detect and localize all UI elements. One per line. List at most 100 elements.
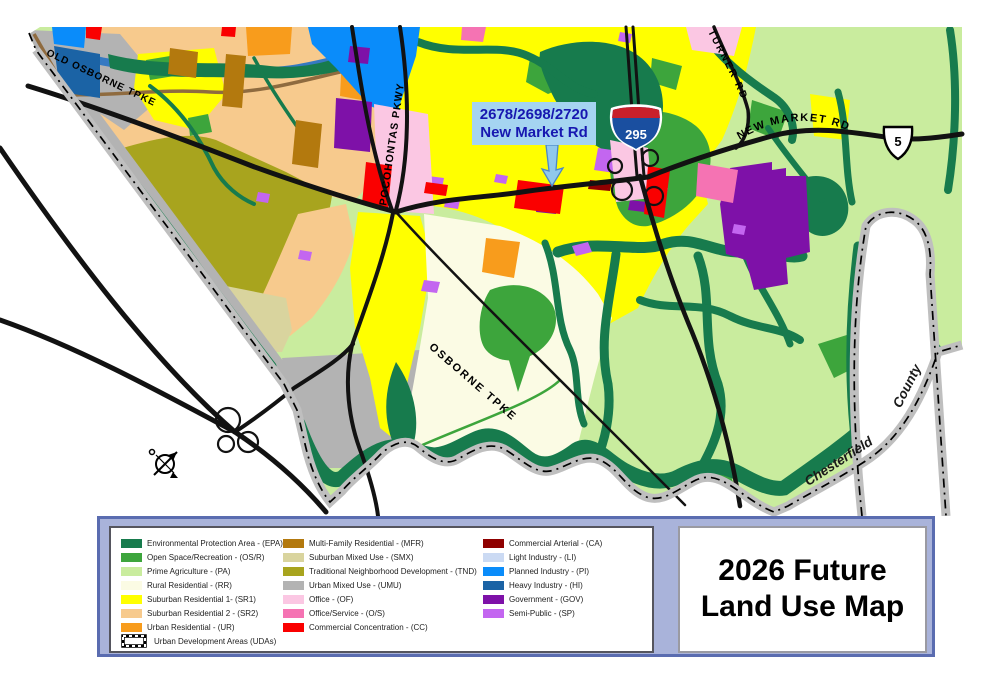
legend-swatch xyxy=(283,608,304,618)
legend-swatch xyxy=(283,594,304,604)
legend-label: Planned Industry - (PI) xyxy=(509,566,590,576)
legend-label: Suburban Mixed Use - (SMX) xyxy=(309,552,414,562)
map-title-box: 2026 Future Land Use Map xyxy=(678,526,927,653)
map-canvas: OLD OSBORNE TPKE NEW MARKET RD TURNER RD… xyxy=(0,25,965,518)
legend-column-2: Multi-Family Residential - (MFR) Suburba… xyxy=(283,536,477,634)
legend-item: Heavy Industry - (HI) xyxy=(483,578,602,592)
legend-item: Suburban Residential 1- (SR1) xyxy=(121,592,283,606)
legend-label: Semi-Public - (SP) xyxy=(509,608,575,618)
legend-label: Office/Service - (O/S) xyxy=(309,608,385,618)
callout-arrow xyxy=(540,144,565,188)
legend-item: Open Space/Recreation - (OS/R) xyxy=(121,550,283,564)
i295-north-a xyxy=(624,25,639,178)
legend-swatch xyxy=(483,594,504,604)
legend-column-1: Environmental Protection Area - (EPA) Op… xyxy=(121,536,283,634)
new-market-road xyxy=(25,83,965,215)
legend-label: Urban Residential - (UR) xyxy=(147,622,235,632)
legend-label: Urban Development Areas (UDAs) xyxy=(154,636,277,646)
legend-swatch xyxy=(121,580,142,590)
turner-road xyxy=(712,25,751,150)
legend-item: Commercial Arterial - (CA) xyxy=(483,536,602,550)
i295-south xyxy=(637,173,743,509)
legend-label: Environmental Protection Area - (EPA) xyxy=(147,538,283,548)
legend-item-uda: Urban Development Areas (UDAs) xyxy=(121,634,276,648)
legend-label: Rural Residential - (RR) xyxy=(147,580,232,590)
legend-label: Traditional Neighborhood Development - (… xyxy=(309,566,477,576)
route5-shield-icon: 5 xyxy=(882,125,914,161)
legend-swatch xyxy=(121,538,142,548)
legend-item: Government - (GOV) xyxy=(483,592,602,606)
legend-item: Office - (OF) xyxy=(283,592,477,606)
compass-rose-icon xyxy=(148,448,178,478)
legend-swatch xyxy=(121,622,142,632)
legend: Environmental Protection Area - (EPA) Op… xyxy=(109,526,654,653)
legend-label: Office - (OF) xyxy=(309,594,354,604)
legend-swatch xyxy=(483,580,504,590)
legend-item: Office/Service - (O/S) xyxy=(283,606,477,620)
legend-item: Urban Residential - (UR) xyxy=(121,620,283,634)
pocohontas-pkwy-b xyxy=(394,25,409,212)
uda-symbol-icon xyxy=(121,634,147,648)
legend-item: Suburban Mixed Use - (SMX) xyxy=(283,550,477,564)
map-title-line2: Land Use Map xyxy=(700,590,905,623)
map-footer-panel: Environmental Protection Area - (EPA) Op… xyxy=(97,516,935,657)
legend-item: Rural Residential - (RR) xyxy=(121,578,283,592)
exterior-road-southwest xyxy=(0,317,238,435)
legend-swatch xyxy=(121,566,142,576)
callout-box xyxy=(472,102,596,145)
legend-item: Urban Mixed Use - (UMU) xyxy=(283,578,477,592)
legend-column-3: Commercial Arterial - (CA) Light Industr… xyxy=(483,536,602,620)
roads xyxy=(0,25,965,518)
legend-label: Multi-Family Residential - (MFR) xyxy=(309,538,424,548)
legend-swatch xyxy=(121,594,142,604)
legend-item: Suburban Residential 2 - (SR2) xyxy=(121,606,283,620)
site-callout: 2678/2698/2720 New Market Rd xyxy=(472,102,596,188)
legend-swatch xyxy=(283,552,304,562)
legend-label: Prime Agriculture - (PA) xyxy=(147,566,231,576)
legend-label: Urban Mixed Use - (UMU) xyxy=(309,580,402,590)
legend-label: Open Space/Recreation - (OS/R) xyxy=(147,552,265,562)
pocohontas-pkwy-south xyxy=(345,211,395,518)
route5-shield-number: 5 xyxy=(894,134,901,149)
pocohontas-pkwy-a xyxy=(350,25,395,215)
legend-swatch xyxy=(483,538,504,548)
i295-shield-number: 295 xyxy=(625,127,647,142)
legend-swatch xyxy=(283,580,304,590)
exterior-road-west xyxy=(0,145,238,435)
river-bend-white xyxy=(854,212,946,517)
legend-item: Light Industry - (LI) xyxy=(483,550,602,564)
legend-item: Commercial Concentration - (CC) xyxy=(283,620,477,634)
exterior-connector xyxy=(233,342,355,434)
osr-stream-line xyxy=(419,379,561,448)
legend-label: Light Industry - (LI) xyxy=(509,552,577,562)
county-boundary xyxy=(28,32,964,517)
legend-label: Heavy Industry - (HI) xyxy=(509,580,583,590)
legend-swatch xyxy=(483,566,504,576)
callout-line1: 2678/2698/2720 xyxy=(480,106,588,123)
legend-swatch xyxy=(121,552,142,562)
legend-item: Planned Industry - (PI) xyxy=(483,564,602,578)
legend-label: Suburban Residential 1- (SR1) xyxy=(147,594,256,604)
legend-label: Commercial Concentration - (CC) xyxy=(309,622,428,632)
legend-swatch xyxy=(483,552,504,562)
map-title-line1: 2026 Future xyxy=(718,554,887,587)
osborne-tpke-road xyxy=(394,210,687,507)
legend-item: Environmental Protection Area - (EPA) xyxy=(121,536,283,550)
legend-label: Government - (GOV) xyxy=(509,594,584,604)
i295-shield-icon: 295 xyxy=(609,104,663,151)
legend-item: Multi-Family Residential - (MFR) xyxy=(283,536,477,550)
legend-swatch xyxy=(121,608,142,618)
legend-swatch xyxy=(283,566,304,576)
legend-item: Traditional Neighborhood Development - (… xyxy=(283,564,477,578)
exterior-road-south xyxy=(232,429,329,515)
legend-swatch xyxy=(283,622,304,632)
callout-line2: New Market Rd xyxy=(480,124,588,141)
legend-item: Prime Agriculture - (PA) xyxy=(121,564,283,578)
legend-swatch xyxy=(483,608,504,618)
legend-label: Suburban Residential 2 - (SR2) xyxy=(147,608,259,618)
small-patches xyxy=(29,27,810,293)
legend-label: Commercial Arterial - (CA) xyxy=(509,538,603,548)
legend-item: Semi-Public - (SP) xyxy=(483,606,602,620)
legend-swatch xyxy=(283,538,304,548)
